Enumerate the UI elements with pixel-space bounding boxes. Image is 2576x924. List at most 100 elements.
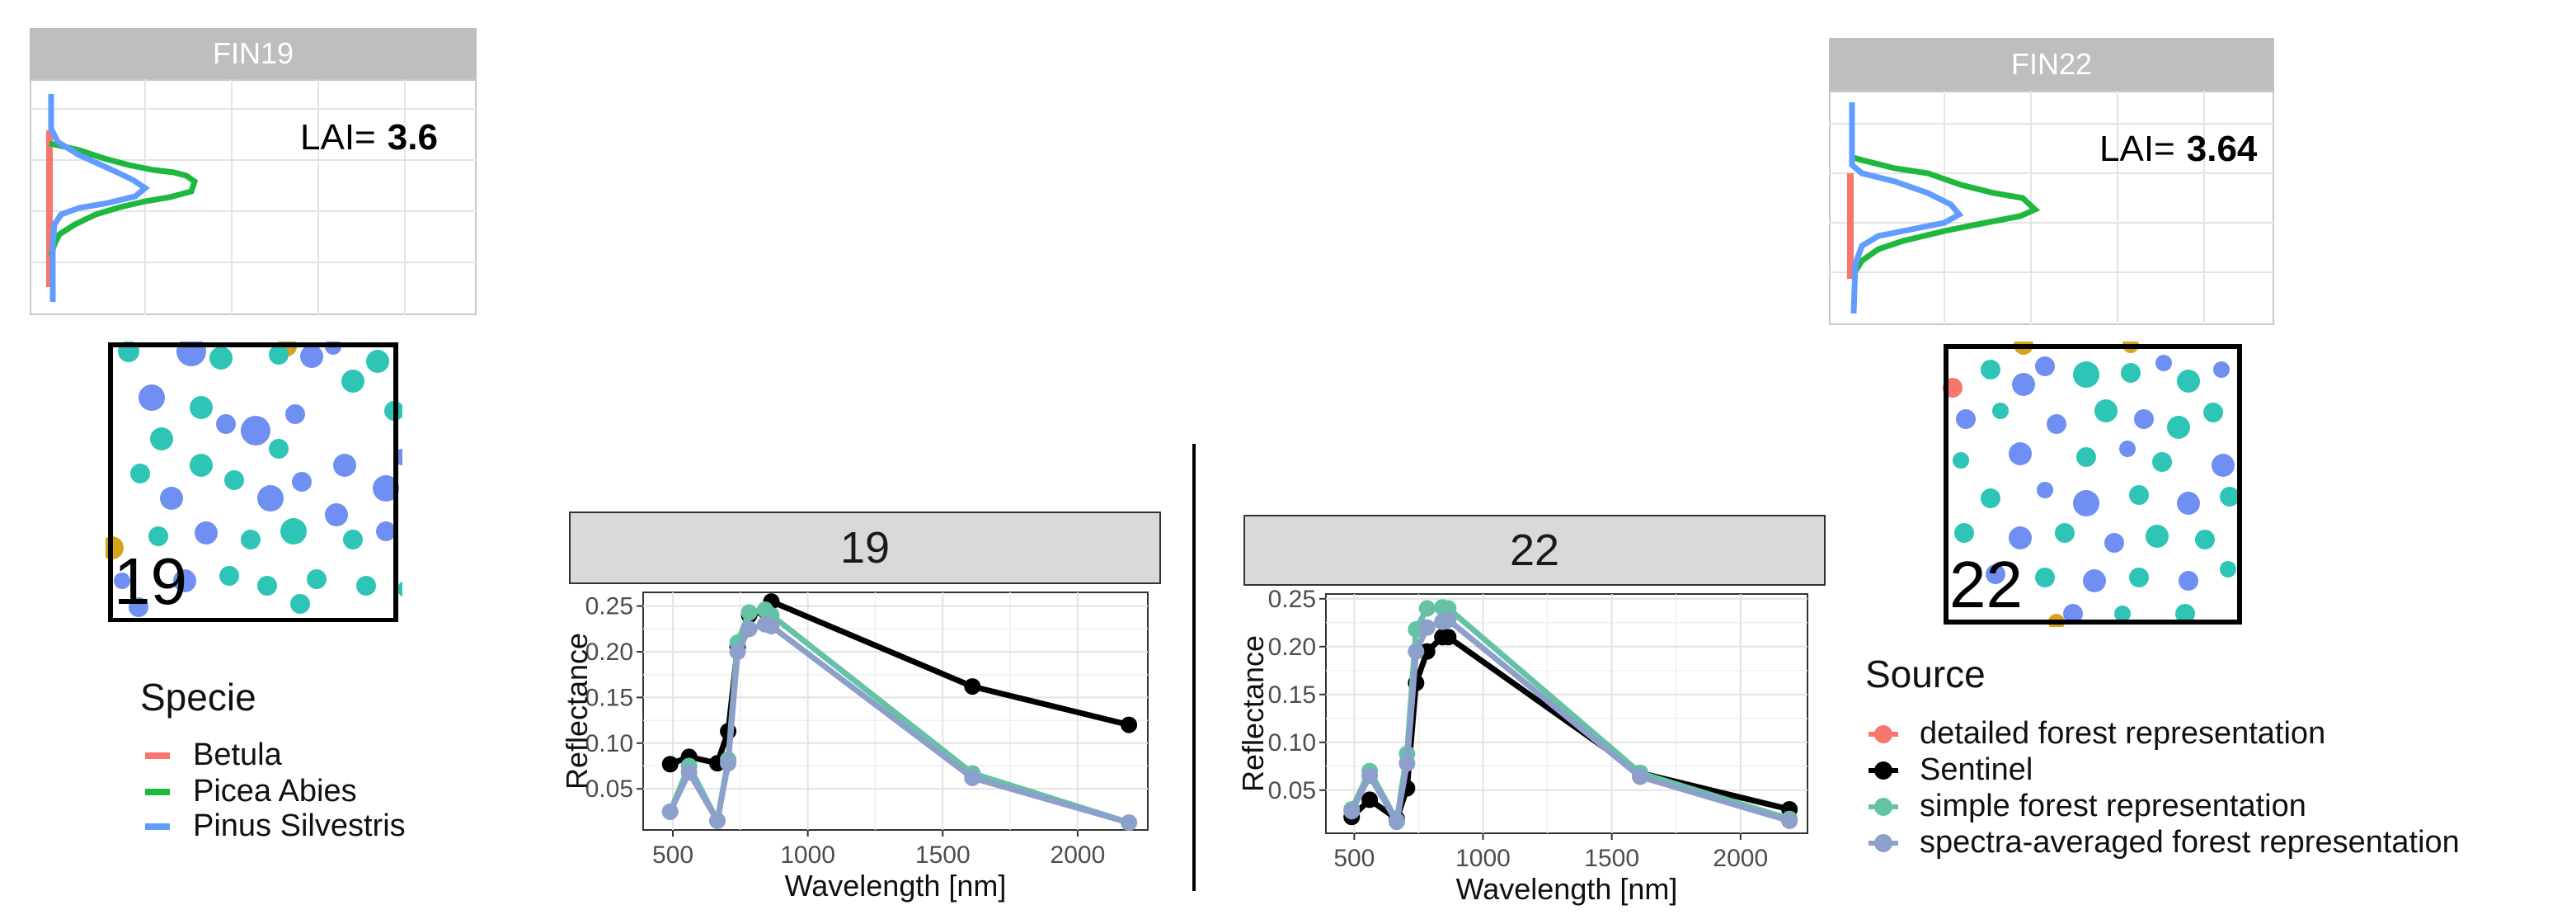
fin22-title: FIN22 [2010,47,2093,81]
y-tick-label: 0.25 [1268,586,1316,613]
y-tick-label: 0.10 [1268,729,1316,757]
divider-line [1192,444,1196,891]
data-point [1343,803,1361,820]
x-tick-label: 2000 [1713,845,1768,872]
source-label: detailed forest representation [1920,716,2326,751]
chart19-strip: 19 [569,512,1161,584]
data-point [661,803,679,820]
data-point [1440,600,1457,617]
averaged-swatch [1869,828,1898,858]
y-tick-label: 0.20 [585,639,633,666]
data-point [1781,812,1798,829]
fin19-lai: LAI= 3.6 [300,117,438,158]
specie-legend-item: Pinus Silvestris [145,808,406,844]
source-label: spectra-averaged forest representation [1920,825,2460,860]
fin22-scene-label: 22 [1949,548,2023,621]
source-legend-title: Source [1865,653,1986,695]
picea-curve [1850,153,2041,276]
series-line [1349,634,1790,823]
x-tick-label: 1000 [1455,845,1511,872]
data-point [1398,755,1416,772]
x-axis-label: Wavelength [nm] [785,869,1007,903]
simple-swatch [1869,792,1898,822]
data-point [964,678,981,695]
specie-legend-item: Picea Abies [145,774,357,809]
specie-label: Pinus Silvestris [193,808,406,843]
y-tick-label: 0.10 [585,730,633,757]
pinus-curve [48,94,150,302]
data-point [1632,768,1649,785]
data-point [1361,791,1379,808]
y-axis-label: Reflectance [561,633,594,790]
data-point [740,604,758,621]
data-point [1418,600,1436,617]
data-point [1408,643,1425,660]
data-point [1388,813,1405,831]
data-point [680,764,698,781]
y-tick-label: 0.15 [1268,681,1316,709]
fin19-distribution-plot [30,79,477,315]
x-axis-label: Wavelength [nm] [1456,872,1678,906]
fin19-scene: 19 [101,337,414,623]
chart22-title: 22 [1509,526,1560,575]
picea-swatch [145,788,170,795]
reflectance-chart-19: 500 1000 1500 2000 0.05 0.10 0.15 0.20 0.25 Wavel… [561,592,1149,903]
source-legend-item: Sentinel [1869,752,2033,788]
data-point [729,644,746,660]
x-tick-label: 1000 [780,842,835,869]
chart22-strip: 22 [1243,515,1826,586]
data-point [720,755,737,772]
sentinel-swatch [1869,756,1898,785]
picea-curve [48,140,199,257]
source-label: simple forest representation [1920,789,2306,823]
data-point [1361,767,1379,785]
fin19-lai-value: 3.6 [387,117,438,158]
fin22-lai-label: LAI= [2099,129,2175,169]
fin22-lai-value: 3.64 [2186,129,2258,169]
specie-label: Betula [193,738,282,772]
fin19-scene-label: 19 [114,544,187,618]
source-legend-item: simple forest representation [1869,789,2306,824]
y-axis-label: Reflectance [1237,635,1270,792]
x-tick-label: 1500 [915,842,971,869]
x-tick-label: 500 [1333,845,1375,872]
reflectance-chart-22: 500 1000 1500 2000 0.05 0.10 0.15 0.20 0.25 Wavel… [1237,586,1808,906]
fin22-scene: 22 [1941,335,2246,630]
data-point [1440,629,1457,646]
data-point [763,617,780,634]
fin22-crown-map [1943,335,2242,630]
x-tick-label: 1500 [1584,845,1639,872]
fin22-distribution-plot [1829,91,2274,325]
fin19-crown-map [101,337,414,623]
data-point [1418,619,1436,636]
source-label: Sentinel [1920,752,2033,787]
data-point [740,620,758,638]
data-point [1440,611,1457,629]
fin22-strip: FIN22 [1829,38,2274,91]
data-point [964,769,981,786]
fin19-title: FIN19 [212,36,294,70]
series-line [667,621,1131,826]
data-point [1121,716,1138,733]
source-legend-item: detailed forest representation [1869,716,2325,752]
betula-swatch [145,752,170,759]
specie-legend-title: Specie [140,676,256,719]
chart19-title: 19 [839,523,891,573]
specie-label: Picea Abies [193,774,357,808]
fin22-lai: LAI= 3.64 [2099,129,2257,170]
y-tick-label: 0.05 [1268,777,1316,804]
detailed-swatch [1869,719,1898,749]
specie-legend-item: Betula [145,738,282,773]
series-line [1349,616,1791,825]
pinus-swatch [145,823,170,830]
data-point [661,756,679,773]
data-point [709,812,726,829]
data-point [1121,814,1138,832]
x-tick-label: 500 [652,842,693,869]
fin19-strip: FIN19 [30,28,477,79]
y-tick-label: 0.20 [1268,634,1316,661]
x-tick-label: 2000 [1051,842,1106,869]
pinus-curve [1849,102,1964,314]
y-tick-label: 0.05 [585,776,633,803]
y-tick-label: 0.15 [585,684,633,711]
